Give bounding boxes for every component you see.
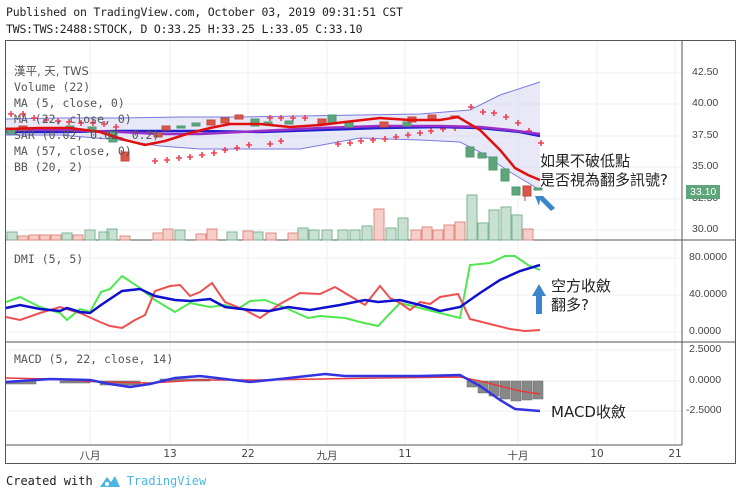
sar-dots bbox=[8, 104, 544, 164]
footer: Created with TradingView bbox=[6, 474, 206, 488]
macd-annotation: MACD收斂 bbox=[551, 403, 626, 421]
annotation-arrow-dmi bbox=[532, 284, 546, 314]
time-tick: 21 bbox=[668, 448, 682, 460]
time-tick: 八月 bbox=[79, 450, 101, 462]
last-price-tag: 33.10 bbox=[686, 185, 721, 199]
price-tick: 42.50 bbox=[692, 66, 719, 78]
time-tick: 13 bbox=[163, 448, 177, 460]
tradingview-logo-icon[interactable] bbox=[99, 474, 121, 488]
symbol-legend: 漢平, 天, TWS bbox=[14, 64, 89, 78]
annotation-line: 是否視為翻多訊號? bbox=[540, 171, 668, 189]
annotation-line: 如果不破低點 bbox=[540, 152, 631, 170]
dmi-plus-line bbox=[5, 255, 541, 328]
macd-tick: 2.5000 bbox=[689, 343, 722, 355]
annotation-line: 翻多? bbox=[551, 296, 589, 314]
price-tick: 30.00 bbox=[692, 223, 719, 235]
bb-legend[interactable]: BB (20, 2) bbox=[14, 160, 84, 174]
created-with-label: Created with bbox=[6, 474, 93, 488]
time-tick: 10 bbox=[590, 448, 604, 460]
adx-line bbox=[5, 263, 541, 315]
price-tick: 37.50 bbox=[692, 129, 719, 141]
main-annotation: 如果不破低點 是否視為翻多訊號? bbox=[540, 152, 668, 190]
dmi-tick: 40.0000 bbox=[689, 288, 727, 300]
published-header: Published on TradingView.com, October 03… bbox=[6, 5, 403, 19]
ma57-legend[interactable]: MA (57, close, 0) bbox=[14, 144, 132, 158]
price-tick: 35.00 bbox=[692, 160, 719, 172]
dmi-tick: 0.0000 bbox=[689, 325, 722, 337]
dmi-annotation: 空方收斂 翻多? bbox=[551, 277, 611, 315]
time-tick: 11 bbox=[398, 448, 412, 460]
ma5-legend[interactable]: MA (5, close, 0) bbox=[14, 96, 125, 110]
bollinger-band-fill bbox=[6, 82, 540, 190]
time-tick: 九月 bbox=[316, 450, 338, 462]
sar-legend[interactable]: SAR (0.02, 0.02, 0.2) bbox=[14, 128, 160, 142]
macd-line bbox=[5, 372, 541, 413]
main-legend: 漢平, 天, TWS Volume (22) MA (5, close, 0) … bbox=[14, 63, 159, 175]
macd-legend[interactable]: MACD (5, 22, close, 14) bbox=[14, 352, 174, 366]
price-tick: 40.00 bbox=[692, 97, 719, 109]
macd-histogram bbox=[5, 378, 544, 402]
tradingview-link[interactable]: TradingView bbox=[126, 474, 207, 488]
annotation-arrow-main bbox=[535, 196, 555, 211]
time-tick: 22 bbox=[241, 448, 255, 460]
annotation-line: 空方收斂 bbox=[551, 277, 612, 295]
chart-frame bbox=[5, 40, 736, 464]
ohlc-header: TWS:TWS:2488:STOCK, D O:33.25 H:33.25 L:… bbox=[6, 22, 363, 36]
dmi-legend[interactable]: DMI (5, 5) bbox=[14, 252, 84, 266]
volume-bars bbox=[6, 194, 534, 241]
macd-tick: 0.0000 bbox=[689, 374, 722, 386]
time-tick: 十月 bbox=[507, 450, 529, 462]
dmi-tick: 80.0000 bbox=[689, 251, 727, 263]
ma5-line bbox=[5, 115, 541, 182]
macd-tick: -2.5000 bbox=[686, 404, 722, 416]
bollinger-upper bbox=[5, 81, 541, 120]
volume-legend[interactable]: Volume (22) bbox=[14, 80, 91, 94]
ma22-legend[interactable]: MA (22, close, 0) bbox=[14, 112, 132, 126]
bollinger-lower bbox=[6, 134, 541, 191]
